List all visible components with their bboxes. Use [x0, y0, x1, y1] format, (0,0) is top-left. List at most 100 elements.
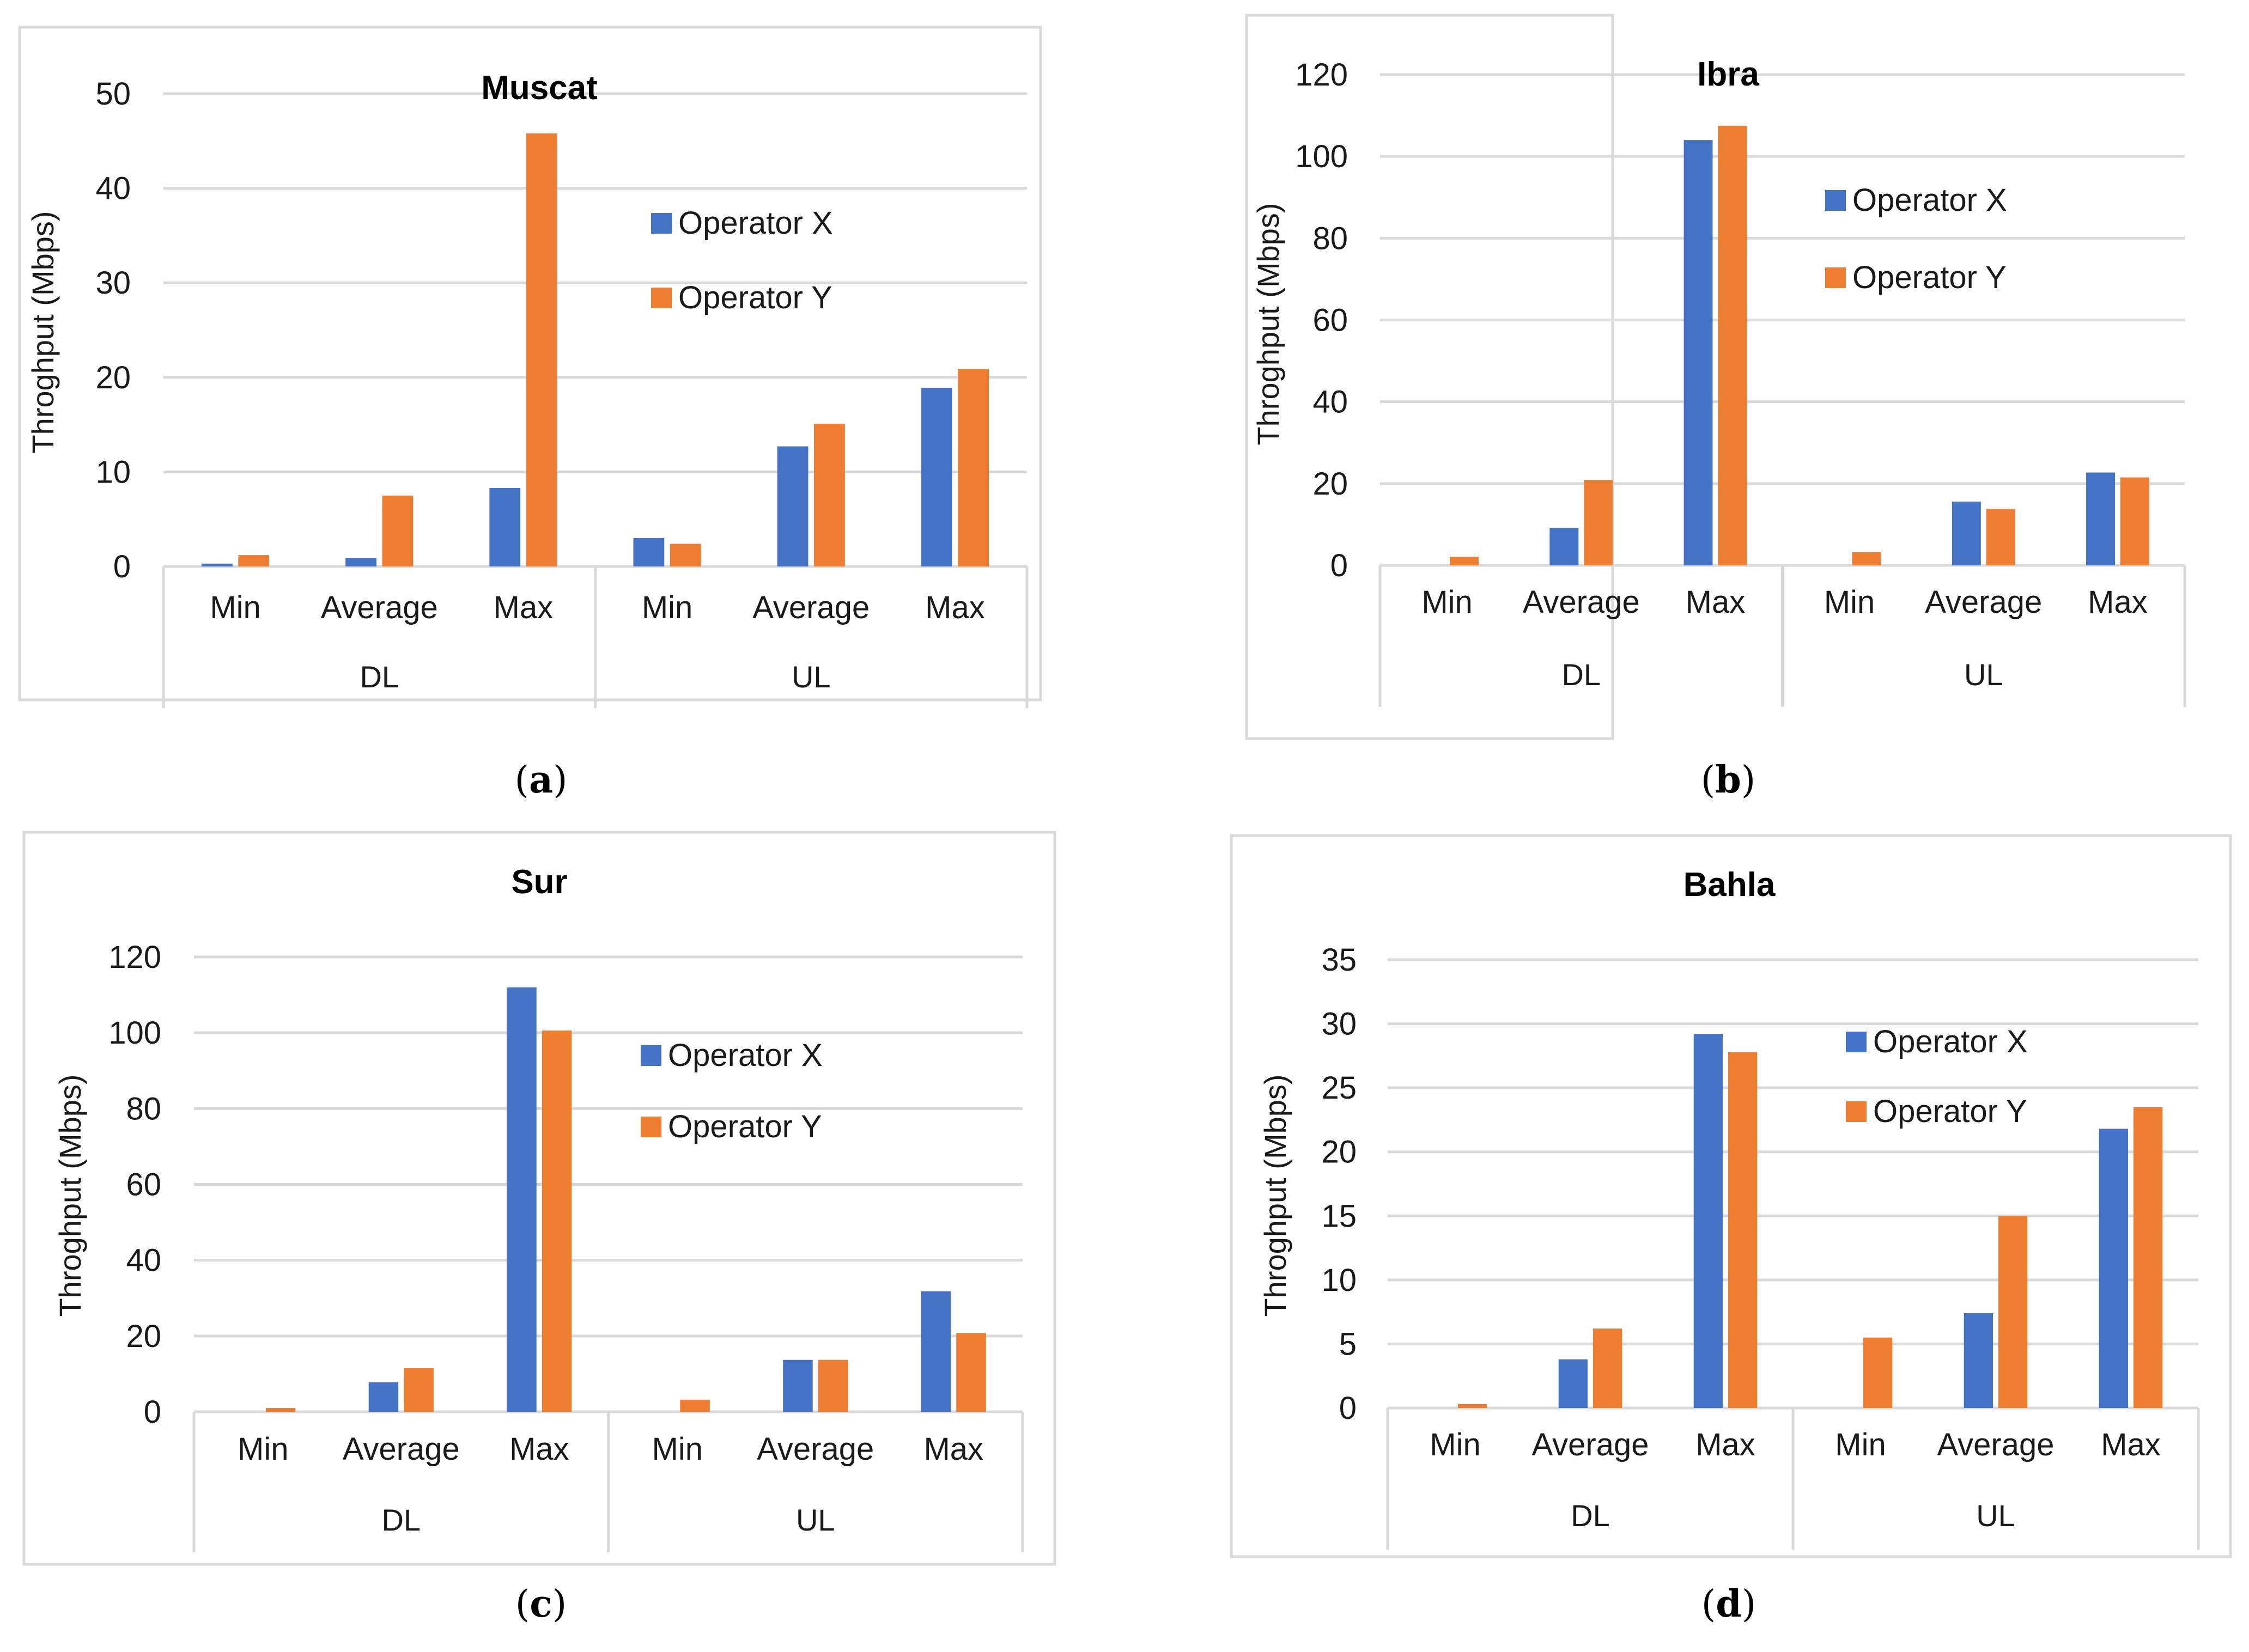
legend-label: Operator Y [668, 1109, 822, 1144]
bar-operator-y [818, 1360, 848, 1412]
x-category-label: Max [509, 1431, 569, 1467]
legend-label: Operator Y [1852, 260, 2007, 295]
x-category-label: Average [1532, 1427, 1649, 1462]
bar-operator-y [526, 133, 557, 567]
y-tick-label: 60 [126, 1167, 161, 1203]
chart-panel-3: 0 20 40 60 80 100 120 Sur Throghput (Mbps) Min Ave… [22, 831, 1056, 1626]
y-tick-label: 30 [1321, 1007, 1357, 1042]
bar-operator-x [507, 987, 537, 1412]
chart-panel-4: 0 5 10 15 20 25 30 35 Bahla Throghput (Mbps) Min Av… [1230, 834, 2232, 1626]
y-tick-label: 5 [1339, 1326, 1357, 1362]
legend: Operator X Operator Y [1825, 182, 2007, 295]
legend-swatch [1846, 1032, 1867, 1052]
bar-operator-x [1964, 1313, 1993, 1408]
legend: Operator X Operator Y [641, 1038, 823, 1144]
bar-operator-x [1549, 527, 1579, 565]
y-tick-label: 100 [108, 1015, 161, 1051]
legend: Operator X Operator Y [651, 205, 833, 315]
y-axis-label: Throghput (Mbps) [1258, 1074, 1292, 1316]
bar-operator-x [921, 1291, 951, 1412]
bar-operator-y [1718, 125, 1747, 565]
x-category-label: Max [494, 590, 554, 625]
y-tick-label: 50 [95, 76, 131, 112]
x-category-label: Max [2101, 1427, 2161, 1462]
legend-swatch [651, 288, 672, 308]
y-axis-label: Throghput (Mbps) [53, 1074, 87, 1316]
bar-operator-y [238, 555, 270, 566]
legend-label: Operator Y [678, 280, 832, 315]
legend-swatch [641, 1045, 661, 1066]
legend-swatch [1846, 1101, 1867, 1122]
bar-operator-y [542, 1030, 572, 1412]
panel-caption: (b) [1701, 758, 1756, 802]
y-tick-label: 40 [126, 1243, 161, 1278]
bar-operator-x [921, 387, 952, 566]
x-group-label: UL [1964, 657, 2003, 692]
x-category-label: Min [1835, 1427, 1886, 1462]
chart-title: Ibra [1697, 56, 1759, 93]
legend-label: Operator X [1873, 1024, 2028, 1059]
y-tick-label: 40 [95, 171, 131, 206]
bar-operator-y [2120, 477, 2149, 565]
legend-swatch [1825, 190, 1846, 211]
x-category-label: Average [1523, 584, 1640, 620]
bar-operator-y [1450, 557, 1479, 565]
y-tick-label: 60 [1312, 303, 1348, 338]
y-tick-label: 25 [1321, 1070, 1357, 1106]
x-category-label: Max [925, 590, 985, 625]
panel-caption: (d) [1701, 1582, 1756, 1626]
bar-operator-x [783, 1360, 813, 1412]
bar-operator-y [1863, 1337, 1893, 1408]
x-category-label: Average [1925, 584, 2042, 620]
y-tick-label: 0 [144, 1394, 161, 1430]
x-group-label: UL [792, 660, 831, 694]
bar-operator-y [814, 423, 845, 566]
x-category-label: Min [1430, 1427, 1480, 1462]
x-category-label: Max [2088, 584, 2148, 620]
bar-operator-y [670, 544, 701, 566]
bar-operator-y [1592, 1328, 1622, 1408]
bar-operator-x [368, 1382, 399, 1412]
x-group-label: DL [360, 660, 399, 694]
bar-operator-x [202, 563, 233, 566]
x-group-label: DL [1561, 657, 1601, 692]
chart-panel-2: 0 20 40 60 80 100 120 Ibra Throghput (Mbps) Min Av… [1245, 14, 2186, 802]
y-axis-label: Throghput (Mbps) [1251, 203, 1285, 445]
chart-title: Sur [511, 863, 567, 901]
x-category-label: Average [321, 590, 438, 625]
x-category-label: Max [1686, 584, 1746, 620]
y-tick-label: 35 [1321, 942, 1357, 978]
legend-label: Operator X [668, 1038, 823, 1073]
panel-caption: (c) [515, 1582, 567, 1626]
legend-label: Operator Y [1873, 1094, 2027, 1129]
x-category-label: Min [642, 590, 692, 625]
panel-caption: (a) [514, 758, 567, 802]
bar-operator-y [404, 1368, 434, 1412]
bar-operator-x [2086, 472, 2115, 565]
x-group-label: DL [381, 1503, 421, 1537]
x-category-label: Min [1421, 584, 1472, 620]
y-tick-label: 80 [126, 1091, 161, 1126]
bar-operator-x [1683, 140, 1713, 566]
bar-operator-y [1986, 509, 2015, 565]
x-group-label: DL [1571, 1498, 1610, 1533]
x-group-label: UL [1976, 1498, 2015, 1533]
y-tick-label: 20 [1321, 1135, 1357, 1170]
x-category-label: Min [1824, 584, 1875, 620]
legend-swatch [1825, 267, 1846, 288]
chart-panel-1: 0 10 20 30 40 50 Muscat Throghput (Mbps) Min Aver… [18, 26, 1042, 802]
chart-title: Bahla [1683, 866, 1776, 904]
y-tick-label: 0 [113, 549, 131, 584]
legend-swatch [641, 1117, 661, 1137]
y-tick-label: 40 [1312, 385, 1348, 420]
bar-operator-y [1457, 1404, 1487, 1408]
legend-swatch [651, 213, 672, 234]
y-tick-label: 120 [1295, 57, 1348, 93]
y-tick-label: 20 [126, 1319, 161, 1354]
chart-frame [1245, 14, 1614, 740]
bar-operator-x [1558, 1359, 1588, 1408]
bar-operator-y [956, 1333, 986, 1412]
x-category-label: Average [757, 1431, 874, 1467]
legend-label: Operator X [1852, 182, 2007, 218]
